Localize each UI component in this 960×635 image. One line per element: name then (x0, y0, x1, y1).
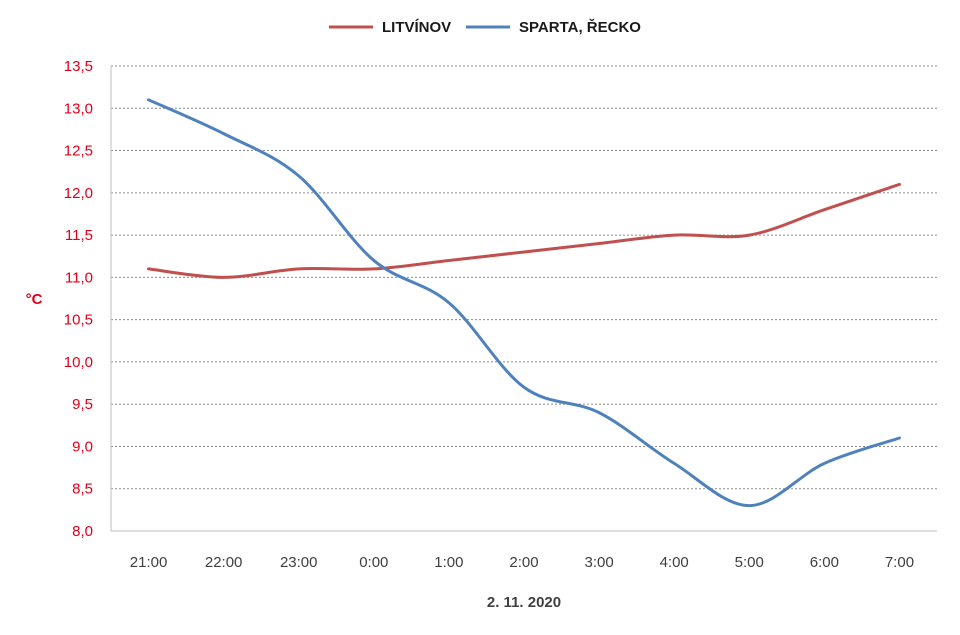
y-tick-label: 8,0 (72, 523, 93, 540)
x-tick-labels: 21:00 22:00 23:00 0:00 1:00 2:00 3:00 4:00 5:00 6… (130, 554, 914, 571)
x-tick-label: 1:00 (434, 554, 463, 571)
series-lines (147, 98, 901, 508)
y-tick-label: 11,5 (65, 227, 93, 244)
y-tick-label: 13,0 (64, 100, 93, 117)
x-tick-label: 2:00 (509, 554, 538, 571)
x-tick-label: 23:00 (280, 554, 318, 571)
x-tick-label: 6:00 (810, 554, 839, 571)
y-tick-label: 8,5 (72, 481, 93, 498)
x-tick-label: 21:00 (130, 554, 168, 571)
y-tick-label: 11,0 (65, 269, 93, 286)
y-tick-label: 13,5 (64, 58, 93, 75)
legend: LITVÍNOV SPARTA, ŘECKO (329, 18, 641, 36)
series-line-1 (147, 182, 901, 279)
x-axis-label: 2. 11. 2020 (487, 594, 561, 611)
y-axis-label: °C (26, 291, 43, 308)
x-tick-label: 5:00 (735, 554, 764, 571)
series-line-2 (147, 98, 901, 508)
y-tick-label: 10,0 (64, 354, 93, 371)
y-tick-label: 10,5 (64, 312, 93, 329)
x-tick-label: 3:00 (584, 554, 613, 571)
y-tick-label: 9,5 (72, 396, 93, 413)
legend-label: LITVÍNOV (382, 19, 451, 36)
y-tick-label: 12,0 (64, 185, 93, 202)
axes (110, 66, 937, 532)
grid-lines (111, 65, 937, 490)
y-tick-label: 12,5 (64, 143, 93, 160)
legend-label: SPARTA, ŘECKO (519, 18, 641, 36)
y-tick-label: 9,0 (72, 438, 93, 455)
y-tick-labels: 8,0 8,5 9,0 9,5 10,0 10,5 11,0 11,5 12,0 12,5 13,0… (64, 58, 93, 540)
x-tick-label: 7:00 (885, 554, 914, 571)
x-tick-label: 4:00 (660, 554, 689, 571)
x-tick-label: 22:00 (205, 554, 243, 571)
x-tick-label: 0:00 (359, 554, 388, 571)
